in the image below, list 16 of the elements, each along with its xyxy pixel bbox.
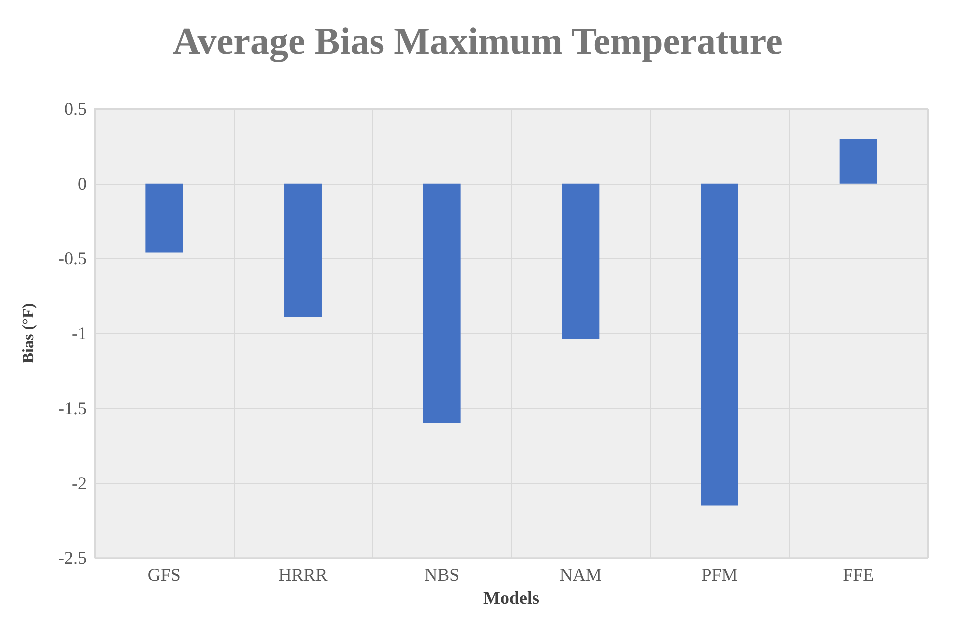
y-tick-label: -0.5	[58, 248, 87, 269]
x-tick-label: PFM	[702, 565, 738, 586]
x-tick-label: HRRR	[278, 565, 328, 586]
y-tick-label: -2.5	[58, 548, 87, 568]
chart-title: Average Bias Maximum Temperature	[173, 21, 783, 63]
y-tick-label: 0.5	[64, 99, 87, 119]
y-tick-label: -2	[72, 473, 87, 494]
x-tick-label: NAM	[560, 565, 602, 586]
y-tick-label: 0	[78, 174, 87, 194]
y-tick-label: -1.5	[58, 398, 87, 418]
x-tick-label: FFE	[843, 565, 874, 586]
y-axis-title: Bias (°F)	[20, 303, 38, 364]
x-axis-title: Models	[484, 588, 540, 608]
y-tick-label: -1	[72, 324, 87, 344]
x-tick-label: GFS	[148, 565, 181, 586]
x-tick-label: NBS	[424, 565, 460, 586]
